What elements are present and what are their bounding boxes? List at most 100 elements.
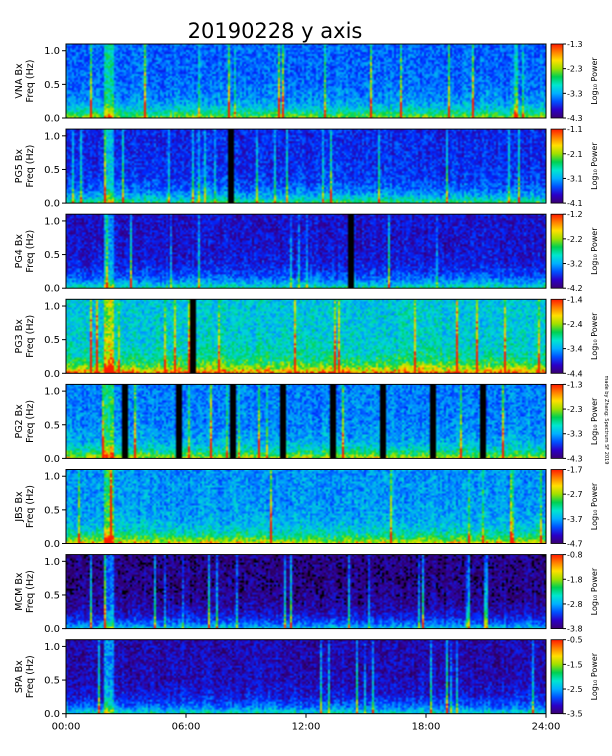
colorbar-tick-label: -2.3 [567, 65, 583, 74]
freq-axis-label: Freq (Hz) [25, 60, 36, 103]
colorbar-tick-label: -1.8 [567, 575, 583, 584]
y-tick-label: 1.0 [44, 302, 60, 313]
y-tick-label: 1.0 [44, 131, 60, 142]
panel-spa: 0.0 0.5 1.0 SPA Bx Freq (Hz) -0.5 -1.5 -2.5 -3.5… [14, 636, 599, 721]
panel-frame [65, 554, 547, 630]
y-tick-label: 0.0 [44, 284, 60, 295]
panel-frame [65, 128, 547, 204]
panel-frame [65, 383, 547, 459]
station-label: VNA Bx [14, 63, 25, 99]
colorbar-label: Log₁₀ Power [590, 142, 599, 190]
colorbar-tick-label: -3.3 [567, 430, 583, 439]
panel-jbs: 0.0 0.5 1.0 JBS Bx Freq (Hz) -1.7 -2.7 -3.7 -4.7… [14, 466, 599, 551]
panel-pg5: 0.0 0.5 1.0 PG5 Bx Freq (Hz) -1.1 -2.1 -3.1 -4.1… [14, 125, 599, 210]
station-label: MCM Bx [14, 572, 25, 611]
colorbar-tick-label: -4.7 [567, 540, 583, 549]
colorbar-tick-label: -4.1 [567, 199, 583, 208]
x-axis: 00:00 06:00 12:00 18:00 24:00 [52, 713, 560, 733]
panel-frame [65, 469, 547, 544]
y-tick-label: 0.5 [44, 250, 60, 261]
y-tick-label: 0.0 [44, 114, 60, 125]
y-tick-label: 0.5 [44, 165, 60, 176]
colorbar-tick-label: -2.3 [567, 405, 583, 414]
x-tick-label: 12:00 [292, 722, 321, 733]
y-tick-label: 0.0 [44, 199, 60, 210]
colorbar-tick-label: -3.7 [567, 515, 583, 524]
colorbar-label: Log₁₀ Power [590, 227, 599, 275]
x-tick-label: 00:00 [52, 722, 81, 733]
station-label: PG5 Bx [14, 149, 25, 184]
freq-axis-label: Freq (Hz) [25, 145, 36, 188]
spectrogram-image [66, 44, 546, 118]
spectrogram-image [66, 469, 546, 544]
y-tick-label: 0.5 [44, 335, 60, 346]
x-tick-label: 06:00 [172, 722, 201, 733]
colorbar [550, 298, 564, 374]
colorbar [550, 43, 564, 119]
colorbar-tick-label: -1.3 [567, 40, 583, 49]
station-label: JBS Bx [14, 491, 25, 523]
y-tick-label: 0.5 [44, 420, 60, 431]
colorbar-tick-label: -1.4 [567, 295, 583, 304]
colorbar-label: Log₁₀ Power [590, 312, 599, 360]
panel-frame [65, 298, 547, 374]
colorbar-tick-label: -2.2 [567, 235, 583, 244]
colorbar-tick-label: -0.5 [567, 636, 583, 645]
colorbar-tick-label: -3.4 [567, 345, 583, 354]
y-tick-label: 0.5 [44, 80, 60, 91]
y-tick-label: 1.0 [44, 216, 60, 227]
station-label: PG4 Bx [14, 234, 25, 269]
credit-text: made by Zhang: Spectrum SF 2019 [603, 376, 609, 465]
colorbar [550, 639, 564, 715]
spectrogram-image [66, 554, 546, 629]
freq-axis-label: Freq (Hz) [25, 400, 36, 443]
x-tick-label: 18:00 [412, 722, 441, 733]
y-tick-label: 0.0 [44, 709, 60, 720]
y-tick-label: 0.0 [44, 369, 60, 380]
colorbar-tick-label: -3.8 [567, 625, 583, 634]
colorbar-tick-label: -3.5 [567, 710, 583, 719]
panel-frame [65, 213, 547, 289]
colorbar-tick-label: -4.3 [567, 114, 583, 123]
panel-vna: 0.0 0.5 1.0 VNA Bx Freq (Hz) -1.3 -2.3 -3.3 -4.3… [14, 40, 599, 125]
y-tick-label: 0.5 [44, 590, 60, 601]
y-tick-label: 1.0 [44, 387, 60, 398]
spectrogram-image [66, 299, 546, 374]
colorbar-tick-label: -2.5 [567, 685, 583, 694]
y-tick-label: 0.0 [44, 454, 60, 465]
y-tick-label: 1.0 [44, 557, 60, 568]
colorbar-tick-label: -4.3 [567, 454, 583, 463]
spectrogram-image [66, 214, 546, 289]
freq-axis-label: Freq (Hz) [25, 485, 36, 528]
colorbar [550, 554, 564, 629]
spectrogram-image [66, 129, 546, 204]
colorbar-tick-label: -4.4 [567, 369, 583, 378]
colorbar-tick-label: -3.2 [567, 260, 583, 269]
spectrogram-image [66, 639, 546, 714]
panel-pg2: 0.0 0.5 1.0 PG2 Bx Freq (Hz) -1.3 -2.3 -3.3 -4.3… [14, 380, 599, 465]
colorbar-tick-label: -2.7 [567, 490, 583, 499]
station-label: PG2 Bx [14, 404, 25, 439]
panel-frame [65, 43, 547, 119]
colorbar-label: Log₁₀ Power [590, 567, 599, 615]
colorbar-tick-label: -1.5 [567, 660, 583, 669]
colorbar [550, 128, 564, 204]
colorbar-label: Log₁₀ Power [590, 397, 599, 445]
colorbar-tick-label: -3.1 [567, 174, 583, 183]
freq-axis-label: Freq (Hz) [25, 230, 36, 273]
station-label: SPA Bx [14, 660, 25, 693]
panel-mcm: 0.0 0.5 1.0 MCM Bx Freq (Hz) -0.8 -1.8 -2.8 -3.8… [14, 551, 599, 636]
colorbar-tick-label: -3.3 [567, 89, 583, 98]
colorbar-label: Log₁₀ Power [590, 652, 599, 700]
panel-pg4: 0.0 0.5 1.0 PG4 Bx Freq (Hz) -1.2 -2.2 -3.2 -4.2… [14, 210, 599, 295]
y-tick-label: 1.0 [44, 46, 60, 57]
colorbar-tick-label: -1.3 [567, 380, 583, 389]
colorbar-label: Log₁₀ Power [590, 482, 599, 530]
colorbar-tick-label: -1.1 [567, 125, 583, 134]
y-tick-label: 0.0 [44, 624, 60, 635]
figure-title: 20190228 y axis [188, 19, 363, 43]
y-tick-label: 0.5 [44, 505, 60, 516]
freq-axis-label: Freq (Hz) [25, 570, 36, 613]
